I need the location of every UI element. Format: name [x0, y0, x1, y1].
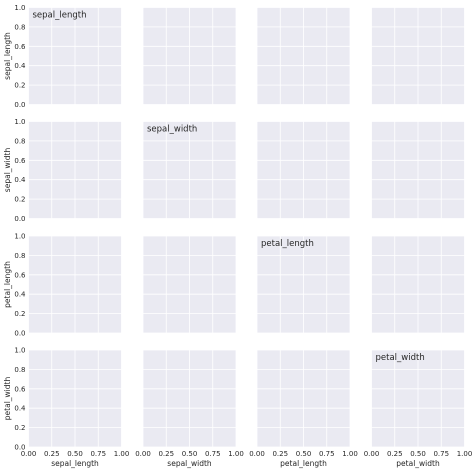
x-tick-label: 0.50 — [67, 450, 83, 458]
panel-sepal_length-vs-petal_width — [371, 7, 465, 105]
x-tick-label: 0.25 — [44, 450, 60, 458]
panel-sepal_width-vs-sepal_width: sepal_width — [142, 121, 237, 219]
y-tick-label: 0.8 — [14, 366, 25, 374]
y-tick-label: 1.0 — [14, 4, 25, 12]
y-tick-label: 0.8 — [14, 137, 25, 145]
y-tick-label: 0.0 — [14, 330, 25, 338]
panel-petal_width-vs-sepal_length — [28, 349, 122, 448]
panel-petal_width-vs-sepal_width — [142, 349, 237, 448]
y-tick-label: 0.0 — [14, 444, 25, 452]
panel-petal_width-vs-petal_width: petal_width — [371, 349, 465, 448]
diagonal-label-petal_length: petal_length — [261, 239, 314, 249]
panel-petal_length-vs-petal_length: petal_length — [256, 235, 351, 334]
y-axis-label-sepal_length: sepal_length — [3, 32, 12, 80]
x-tick-label: 1.00 — [457, 450, 473, 458]
x-axis-label-sepal_width: sepal_width — [167, 459, 212, 468]
x-tick-label: 0.50 — [410, 450, 426, 458]
x-tick-label: 0.00 — [249, 450, 265, 458]
y-tick-label: 0.2 — [14, 310, 25, 318]
y-tick-label: 1.0 — [14, 233, 25, 241]
panel-sepal_width-vs-sepal_length — [28, 121, 122, 219]
y-tick-label: 0.4 — [14, 405, 26, 413]
diagonal-label-petal_width: petal_width — [376, 353, 425, 363]
x-tick-label: 0.75 — [433, 450, 449, 458]
x-tick-label: 0.75 — [319, 450, 335, 458]
y-axis-label-petal_length: petal_length — [3, 261, 12, 308]
x-tick-label: 0.25 — [387, 450, 403, 458]
x-tick-label: 0.25 — [272, 450, 288, 458]
diagonal-label-sepal_length: sepal_length — [33, 11, 87, 21]
y-axis-label-petal_width: petal_width — [3, 377, 12, 421]
y-tick-label: 0.6 — [14, 271, 26, 279]
x-tick-label: 0.25 — [158, 450, 174, 458]
x-tick-label: 0.00 — [135, 450, 151, 458]
y-tick-label: 0.6 — [14, 157, 26, 165]
x-tick-label: 0.50 — [182, 450, 198, 458]
x-tick-label: 1.00 — [114, 450, 130, 458]
panel-sepal_length-vs-sepal_length: sepal_length — [28, 7, 122, 105]
y-tick-label: 1.0 — [14, 347, 25, 355]
panel-sepal_length-vs-petal_length — [256, 7, 351, 105]
panel-sepal_width-vs-petal_length — [256, 121, 351, 219]
x-tick-label: 0.00 — [21, 450, 37, 458]
panel-petal_length-vs-petal_width — [371, 235, 465, 334]
y-tick-label: 0.2 — [14, 82, 25, 90]
y-tick-label: 0.0 — [14, 215, 25, 223]
x-axis-label-petal_length: petal_length — [280, 459, 327, 468]
y-tick-label: 0.2 — [14, 424, 25, 432]
y-tick-label: 1.0 — [14, 118, 25, 126]
y-tick-label: 0.4 — [14, 62, 26, 70]
y-tick-label: 0.2 — [14, 196, 25, 204]
x-tick-label: 0.75 — [90, 450, 106, 458]
y-tick-label: 0.6 — [14, 43, 26, 51]
panel-sepal_width-vs-petal_width — [371, 121, 465, 219]
x-tick-label: 0.75 — [205, 450, 221, 458]
x-tick-label: 0.50 — [296, 450, 312, 458]
y-tick-label: 0.6 — [14, 385, 26, 393]
y-tick-label: 0.8 — [14, 23, 25, 31]
panel-petal_length-vs-sepal_width — [142, 235, 237, 334]
diagonal-label-sepal_width: sepal_width — [147, 125, 197, 135]
x-tick-label: 1.00 — [342, 450, 358, 458]
y-tick-label: 0.4 — [14, 291, 26, 299]
x-tick-label: 1.00 — [228, 450, 244, 458]
x-axis-label-petal_width: petal_width — [396, 459, 440, 468]
x-tick-label: 0.00 — [364, 450, 380, 458]
y-axis-label-sepal_width: sepal_width — [3, 148, 12, 193]
panel-petal_length-vs-sepal_length — [28, 235, 122, 334]
y-tick-label: 0.4 — [14, 176, 26, 184]
y-tick-label: 0.8 — [14, 252, 25, 260]
panel-petal_width-vs-petal_length — [256, 349, 351, 448]
x-axis-label-sepal_length: sepal_length — [51, 459, 99, 468]
y-tick-label: 0.0 — [14, 101, 25, 109]
panel-sepal_length-vs-sepal_width — [142, 7, 237, 105]
